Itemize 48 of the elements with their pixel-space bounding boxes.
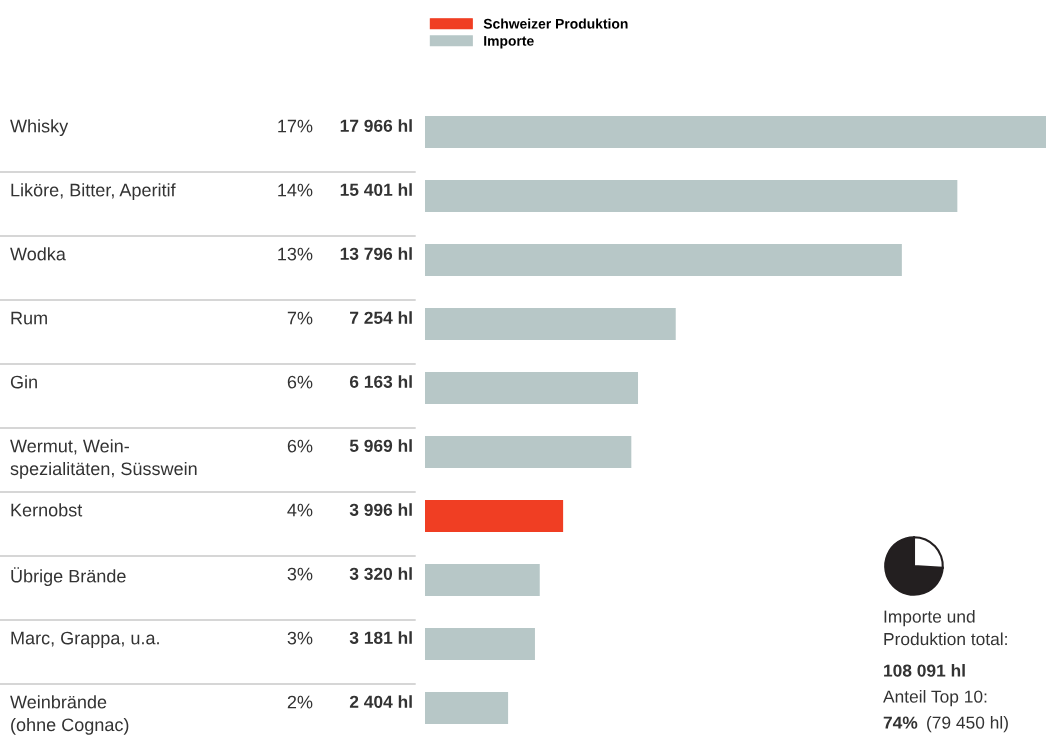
bar: [425, 692, 509, 724]
data-label: 5 969 hl: [349, 439, 412, 452]
y-tick-label: Marc, Grappa, u.a.: [11, 631, 159, 649]
data-label: 7 254 hl: [350, 311, 412, 324]
text: 17%: [278, 119, 313, 133]
y-tick-label: Weinbrände (ohne Cognac): [10, 695, 129, 735]
data-label: 15 401 hl: [340, 183, 412, 196]
bar: [425, 180, 958, 212]
text: 6%: [287, 439, 313, 453]
legend-label: Importe: [484, 36, 534, 49]
y-tick-label: Liköre, Bitter, Aperitif: [11, 183, 176, 201]
annotation: (79 450 hl): [927, 716, 1008, 733]
y-tick-label: Wermut, Wein- spezialitäten, Süsswein: [10, 439, 197, 479]
data-label: 3 320 hl: [349, 567, 412, 580]
annotation: Anteil Top 10:: [883, 690, 987, 707]
bar: [425, 116, 1046, 148]
bar: [425, 372, 639, 404]
text: 14%: [278, 183, 313, 197]
text: 4%: [287, 503, 313, 517]
legend-label: Schweizer Produktion: [483, 18, 628, 29]
bar: [425, 564, 540, 596]
y-tick-label: Kernobst: [11, 503, 83, 517]
data-label: 13 796 hl: [340, 247, 412, 260]
text: 3%: [287, 567, 313, 581]
text: 3%: [287, 631, 313, 645]
text: 2%: [287, 695, 313, 709]
bar: [425, 436, 632, 468]
data-label: 17 966 hl: [340, 119, 412, 132]
bar: [425, 308, 676, 340]
bar: [425, 244, 902, 276]
y-tick-label: Wodka: [10, 247, 66, 261]
y-tick-label: Whisky: [10, 119, 69, 137]
data-label: 3 996 hl: [349, 503, 412, 516]
data-label: 6 163 hl: [349, 375, 412, 388]
text: 7%: [287, 311, 313, 325]
annotation: Importe und Produktion total:: [884, 610, 1007, 646]
y-tick-label: Rum: [11, 311, 47, 325]
pie-slice: [884, 536, 944, 596]
annotation: 108 091 hl: [884, 664, 965, 677]
data-label: 2 404 hl: [349, 695, 412, 708]
y-tick-label: Übrige Brände: [11, 567, 126, 587]
bar: [425, 628, 535, 660]
text: 13%: [278, 247, 313, 261]
annotation: 74%: [883, 716, 918, 729]
y-tick-label: Gin: [10, 375, 37, 389]
data-label: 3 181 hl: [349, 631, 412, 644]
bar: [425, 500, 564, 532]
text: 6%: [287, 375, 313, 389]
